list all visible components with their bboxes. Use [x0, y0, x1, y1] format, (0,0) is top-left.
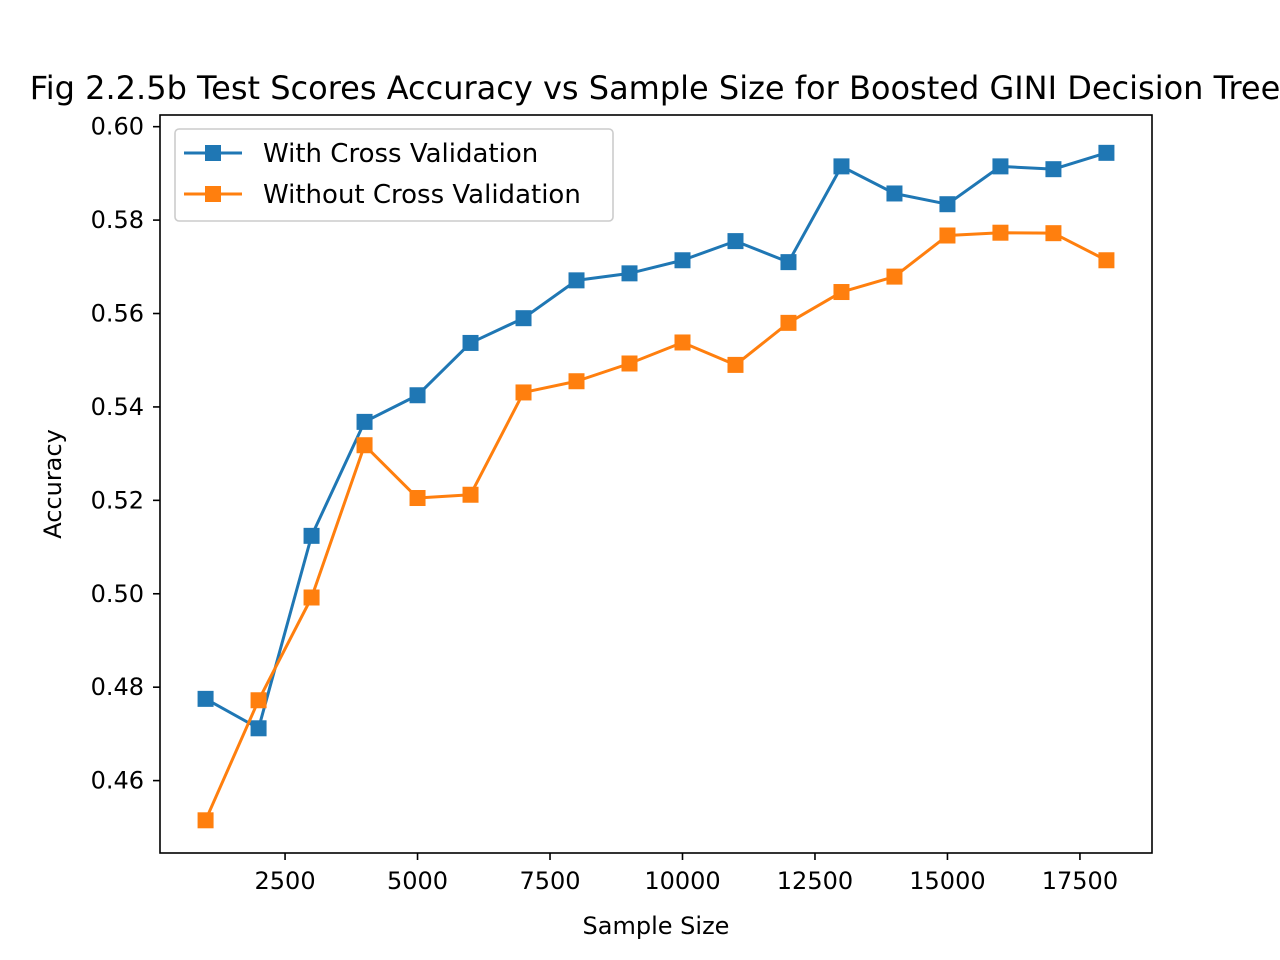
data-point	[674, 252, 691, 269]
y-tick-label: 0.58	[91, 206, 144, 234]
y-tick-label: 0.52	[91, 486, 144, 514]
data-point	[992, 224, 1009, 241]
data-point	[833, 284, 850, 301]
legend-marker	[205, 186, 221, 202]
data-point	[303, 527, 320, 544]
data-point	[250, 692, 267, 709]
data-point	[939, 227, 956, 244]
legend-item: With Cross Validation	[184, 139, 538, 169]
series-line	[204, 151, 1107, 730]
data-point	[833, 158, 850, 175]
data-point	[568, 373, 585, 390]
data-point	[780, 314, 797, 331]
data-point	[356, 413, 373, 430]
legend: With Cross Validation Without Cross Valid…	[174, 128, 614, 222]
y-tick-label: 0.50	[91, 580, 144, 608]
legend-label: With Cross Validation	[263, 139, 538, 169]
data-point	[197, 812, 214, 829]
data-point	[727, 356, 744, 373]
x-tick-label: 15000	[909, 867, 985, 895]
data-point	[1045, 225, 1062, 242]
data-point	[462, 486, 479, 503]
data-point	[356, 437, 373, 454]
data-point	[727, 233, 744, 250]
plot-area	[160, 115, 1152, 853]
data-point	[1045, 161, 1062, 178]
series-line	[204, 231, 1108, 821]
data-point	[780, 254, 797, 271]
x-tick-label: 10000	[644, 867, 720, 895]
data-point	[621, 265, 638, 282]
x-axis: 2500 5000 7500 10000 12500 15000 17500	[255, 853, 1118, 895]
x-tick-label: 17500	[1042, 867, 1118, 895]
data-point	[568, 272, 585, 289]
series-1	[197, 144, 1115, 737]
legend-item: Without Cross Validation	[184, 180, 581, 210]
x-axis-label: Sample Size	[583, 912, 730, 940]
x-tick-label: 7500	[519, 867, 580, 895]
x-tick-label: 12500	[777, 867, 853, 895]
legend-frame	[174, 128, 614, 222]
x-tick-label: 2500	[255, 867, 316, 895]
data-point	[303, 589, 320, 606]
data-point	[1098, 144, 1115, 161]
y-tick-label: 0.56	[91, 300, 144, 328]
data-point	[886, 268, 903, 285]
series-2	[197, 224, 1115, 829]
y-tick-label: 0.46	[91, 767, 144, 795]
series-layer	[197, 144, 1115, 829]
data-point	[409, 490, 426, 507]
legend-marker	[205, 145, 221, 161]
plot-frame	[159, 114, 1153, 854]
y-tick-label: 0.54	[91, 393, 144, 421]
data-point	[674, 334, 691, 351]
chart-title: Fig 2.2.5b Test Scores Accuracy vs Sampl…	[30, 69, 1280, 107]
data-point	[939, 196, 956, 213]
data-point	[621, 355, 638, 372]
data-point	[992, 158, 1009, 175]
data-point	[515, 310, 532, 327]
data-point	[409, 387, 426, 404]
legend-label: Without Cross Validation	[263, 180, 581, 210]
data-point	[250, 720, 267, 737]
y-axis: 0.46 0.48 0.50 0.52 0.54 0.56 0.58 0.60	[91, 113, 160, 795]
data-point	[462, 334, 479, 351]
y-tick-label: 0.48	[91, 673, 144, 701]
x-tick-label: 5000	[387, 867, 448, 895]
data-point	[886, 185, 903, 202]
y-axis-label: Accuracy	[39, 429, 67, 539]
data-point	[197, 690, 214, 707]
data-point	[515, 384, 532, 401]
data-point	[1098, 252, 1115, 269]
y-tick-label: 0.60	[91, 113, 144, 141]
